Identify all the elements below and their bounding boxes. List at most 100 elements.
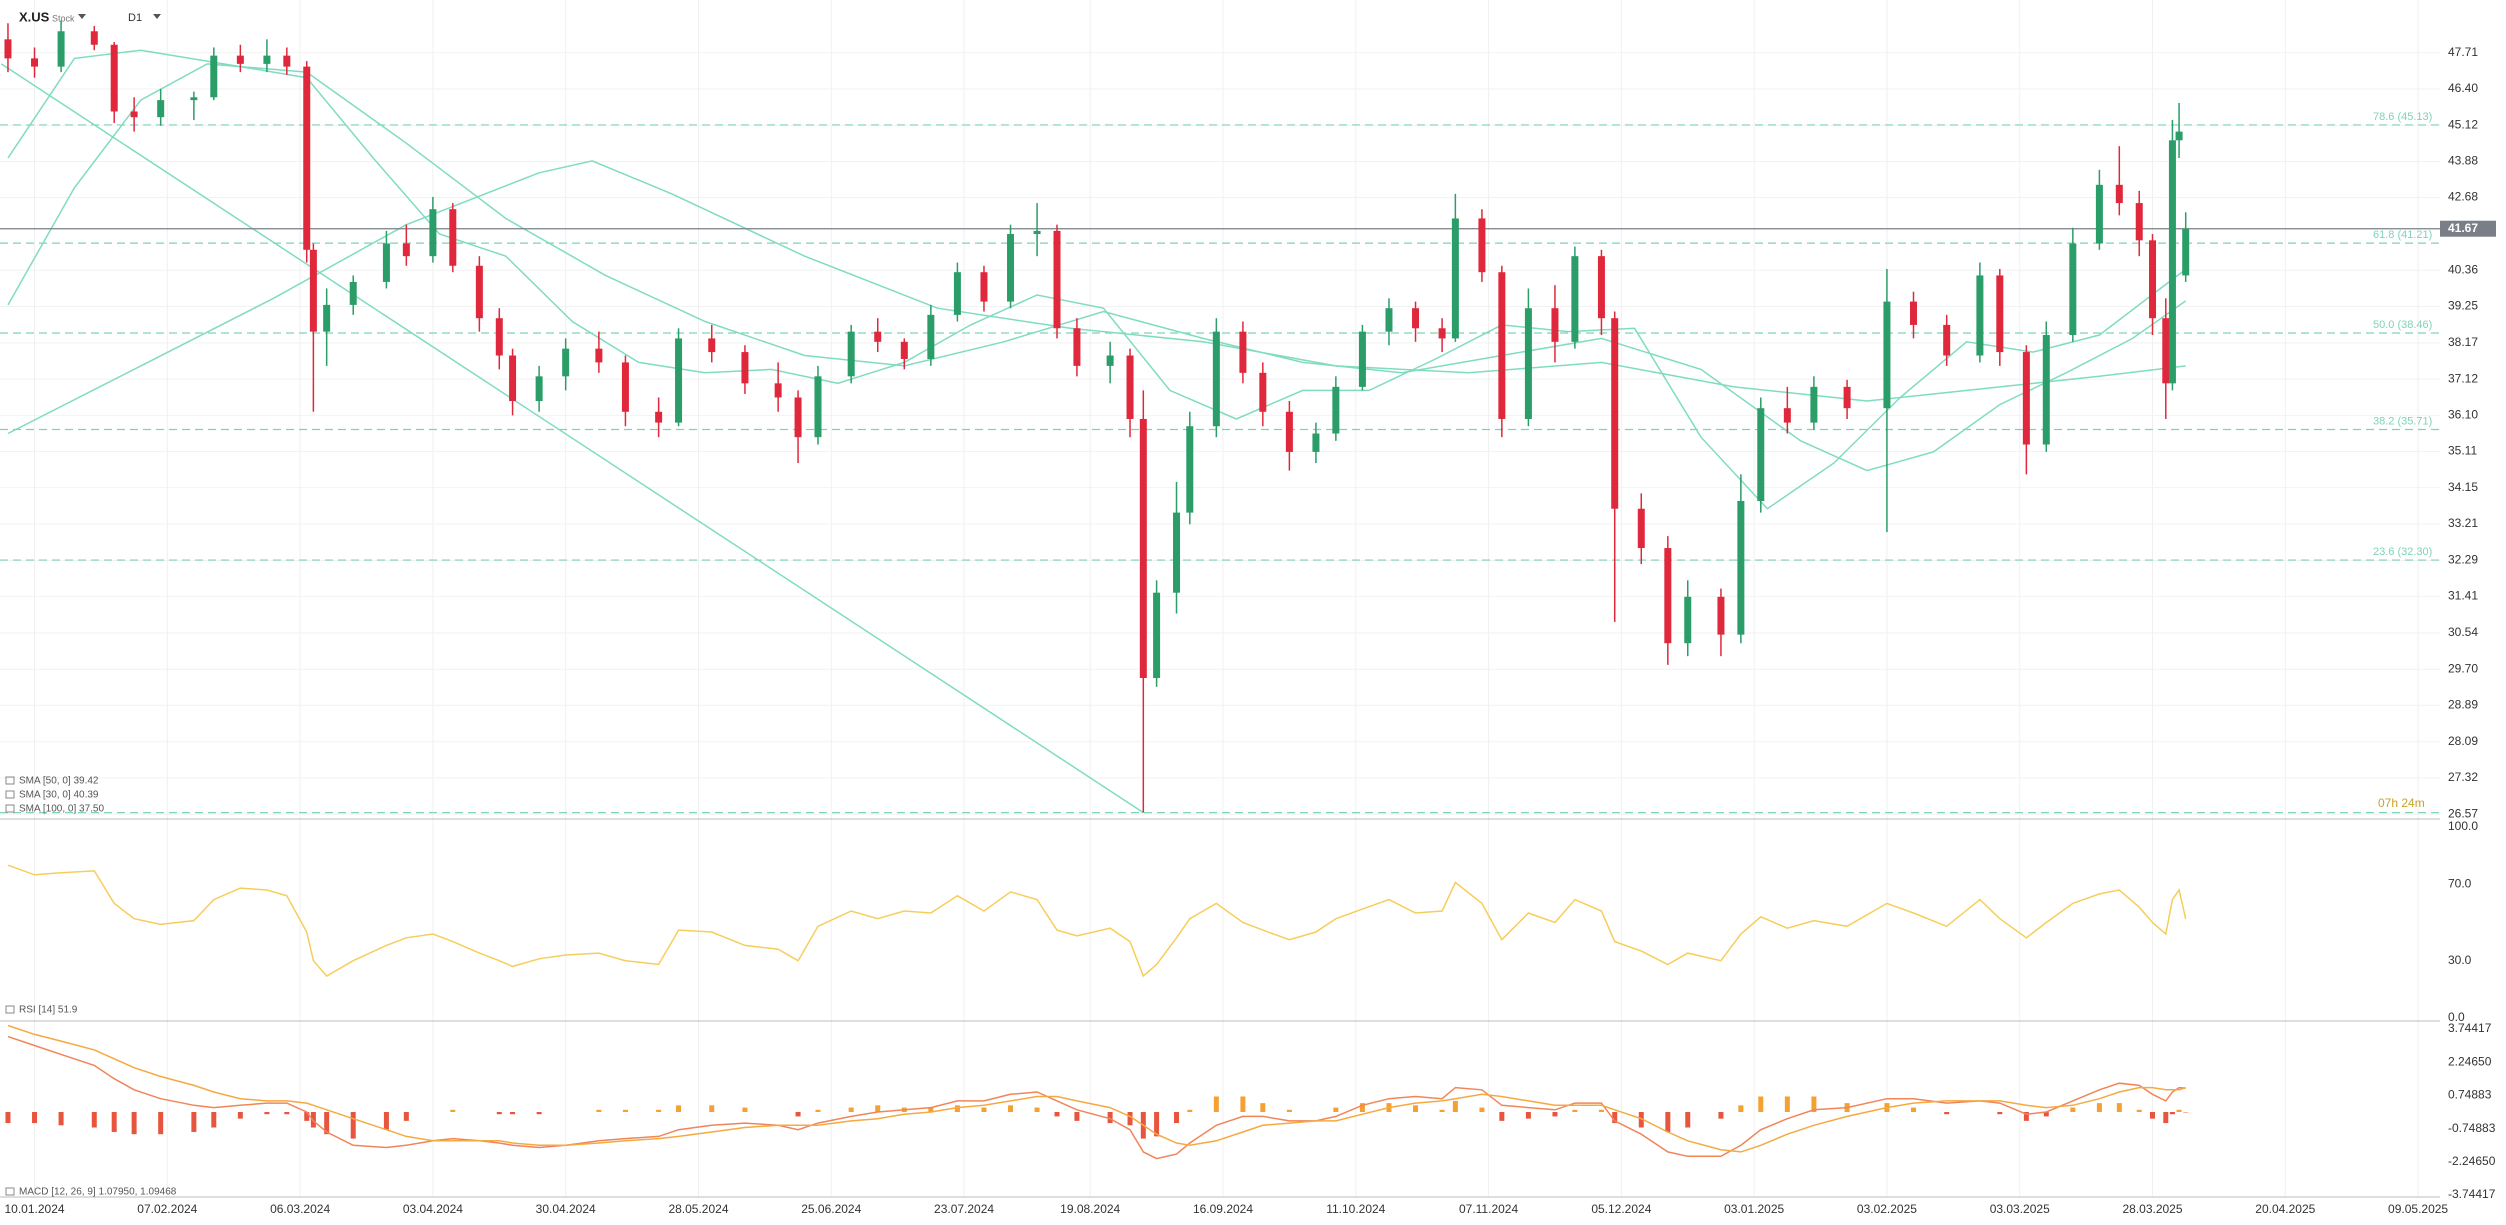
- y-tick-label: 45.12: [2448, 117, 2478, 131]
- candle-body: [1551, 308, 1559, 342]
- macd-histogram-bar: [403, 1112, 409, 1121]
- sma-line: [7, 49, 2187, 510]
- macd-histogram-bar: [158, 1112, 164, 1135]
- candle-body: [980, 272, 988, 302]
- macd-histogram-bar: [709, 1105, 715, 1112]
- legend-icon: [5, 1005, 15, 1014]
- x-tick-label: 19.08.2024: [1060, 1202, 1120, 1216]
- x-tick-label: 03.03.2025: [1990, 1202, 2050, 1216]
- candle-body: [1571, 256, 1579, 342]
- macd-histogram-bar: [875, 1105, 881, 1112]
- macd-histogram-bar: [1008, 1105, 1014, 1112]
- candle-body: [157, 100, 165, 118]
- x-tick-label: 28.05.2024: [668, 1202, 728, 1216]
- timeframe[interactable]: D1: [128, 12, 142, 24]
- macd-histogram-bar: [1552, 1112, 1558, 1117]
- x-tick-label: 25.06.2024: [801, 1202, 861, 1216]
- fib-label: 23.6 (32.30): [2373, 546, 2432, 558]
- macd-histogram-bar: [1758, 1096, 1764, 1112]
- x-tick-label: 03.02.2025: [1857, 1202, 1917, 1216]
- timeframe-dropdown[interactable]: [153, 14, 161, 19]
- macd-histogram-bar: [324, 1112, 330, 1135]
- legend-icon: [5, 790, 15, 799]
- candle-body: [31, 58, 39, 67]
- candle-body: [190, 97, 198, 101]
- x-tick-label: 07.02.2024: [137, 1202, 197, 1216]
- candle-body: [1737, 501, 1745, 635]
- candle-body: [1173, 512, 1181, 593]
- fib-label: 38.2 (35.71): [2373, 415, 2432, 427]
- legend-entry: RSI [14] 51.9: [19, 1005, 78, 1016]
- macd-histogram-bar: [284, 1112, 290, 1115]
- candle-body: [1498, 272, 1506, 419]
- macd-histogram-bar: [1572, 1109, 1578, 1112]
- x-tick-label: 30.04.2024: [536, 1202, 596, 1216]
- y-tick-label: 28.09: [2448, 734, 2478, 748]
- candle-body: [562, 348, 570, 377]
- y-tick-label: 35.11: [2448, 444, 2477, 458]
- candle-body: [402, 243, 410, 257]
- symbol-dropdown[interactable]: [78, 14, 86, 19]
- candle-body: [953, 272, 961, 315]
- candle-body: [794, 397, 802, 438]
- candle-body: [741, 352, 749, 384]
- candle-body: [595, 348, 603, 363]
- candle-body: [303, 66, 311, 250]
- rsi-line: [7, 864, 2187, 978]
- x-tick-label: 06.03.2024: [270, 1202, 330, 1216]
- candle-body: [927, 314, 935, 359]
- candle-body: [210, 55, 218, 98]
- candle-body: [263, 55, 271, 64]
- macd-histogram-bar: [350, 1112, 356, 1139]
- y-tick-label: 2.24650: [2448, 1054, 2492, 1068]
- candle-body: [535, 376, 543, 402]
- macd-histogram-bar: [91, 1112, 97, 1128]
- candle-body: [2168, 140, 2176, 384]
- legend-entry: SMA [100, 0] 37.50: [19, 804, 104, 815]
- last-price-label: 41.67: [2448, 221, 2478, 235]
- candle-body: [1126, 355, 1134, 419]
- grid-layer: [0, 0, 2440, 1197]
- candle-body: [1451, 218, 1459, 339]
- candle-body: [1239, 331, 1247, 373]
- legend-entry: MACD [12, 26, 9] 1.07950, 1.09468: [19, 1187, 177, 1198]
- y-tick-label: 30.0: [2448, 953, 2472, 967]
- macd-histogram-bar: [1598, 1109, 1604, 1112]
- candle-body: [1073, 328, 1081, 366]
- x-tick-label: 03.04.2024: [403, 1202, 463, 1216]
- candle-body: [2162, 318, 2170, 384]
- macd-histogram-bar: [1811, 1096, 1817, 1112]
- macd-histogram-bar: [596, 1109, 602, 1112]
- macd-histogram-bar: [58, 1112, 64, 1126]
- y-tick-label: -0.74883: [2448, 1121, 2496, 1135]
- macd-histogram-bar: [1034, 1107, 1040, 1112]
- macd-histogram-bar: [954, 1105, 960, 1112]
- macd-histogram-bar: [1054, 1112, 1060, 1117]
- candle-body: [2135, 203, 2143, 241]
- y-tick-label: 30.54: [2448, 625, 2478, 639]
- candle-body: [1717, 596, 1725, 635]
- y-tick-label: 29.70: [2448, 661, 2478, 675]
- candle-body: [1909, 301, 1917, 325]
- y-tick-label: 70.0: [2448, 876, 2472, 890]
- y-tick-label: 47.71: [2448, 45, 2478, 59]
- x-tick-label: 10.01.2024: [4, 1202, 64, 1216]
- x-tick-label: 16.09.2024: [1193, 1202, 1253, 1216]
- macd-histogram-bar: [131, 1112, 137, 1135]
- candle-body: [90, 31, 98, 45]
- y-tick-label: 40.36: [2448, 262, 2478, 276]
- y-tick-label: 43.88: [2448, 154, 2478, 168]
- candle-body: [847, 331, 855, 377]
- legend-entry: SMA [30, 0] 40.39: [19, 790, 99, 801]
- candle-body: [130, 111, 138, 118]
- symbol[interactable]: X.US: [19, 9, 50, 24]
- macd-histogram-bar: [2163, 1112, 2169, 1124]
- y-tick-label: 0.0: [2448, 1010, 2465, 1024]
- macd-histogram-bar: [1260, 1103, 1266, 1112]
- macd-histogram-bar: [2169, 1112, 2175, 1115]
- candle-body: [449, 209, 457, 266]
- candle-body: [509, 355, 517, 402]
- candle-body: [1664, 548, 1672, 644]
